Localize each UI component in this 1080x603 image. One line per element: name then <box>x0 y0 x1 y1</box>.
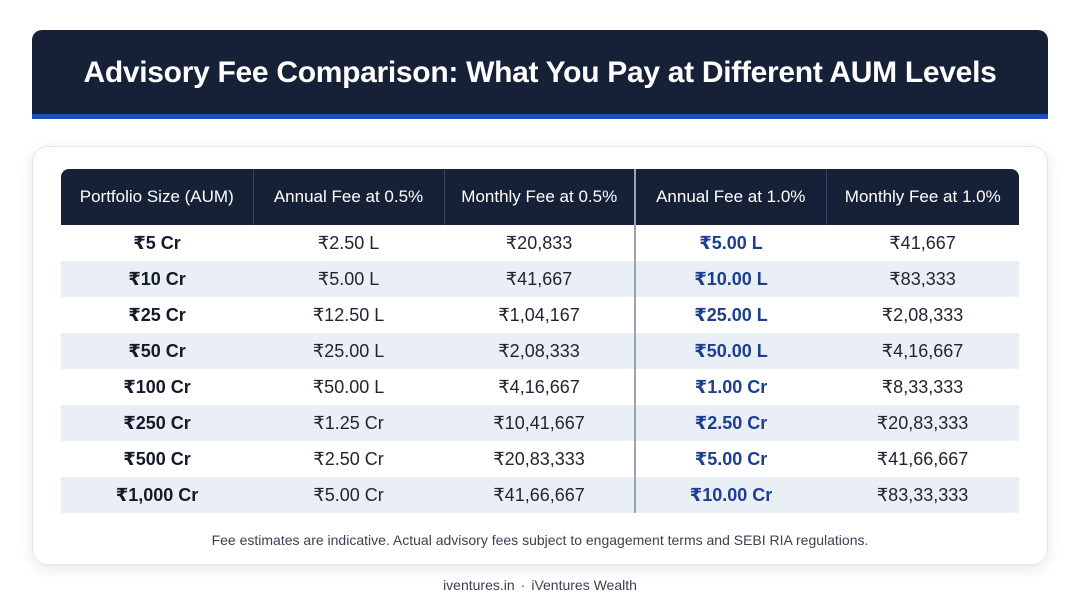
annual-fee-0-5-cell: ₹2.50 Cr <box>313 448 384 469</box>
disclaimer-note: Fee estimates are indicative. Actual adv… <box>211 532 869 548</box>
annual-fee-0-5-cell: ₹12.50 L <box>312 304 385 325</box>
column-header-aum: Portfolio Size (AUM) <box>61 169 254 225</box>
monthly-fee-1-0-cell: ₹83,333 <box>826 261 1019 297</box>
annual-fee-0-5-cell: ₹5.00 Cr <box>253 477 444 513</box>
aum-cell: ₹100 Cr <box>123 376 191 397</box>
fee-comparison-table: Portfolio Size (AUM) Annual Fee at 0.5% … <box>61 169 1019 513</box>
annual-fee-1-0-cell: ₹50.00 L <box>634 333 826 369</box>
column-header-annual-1-0: Annual Fee at 1.0% <box>634 169 827 225</box>
column-header-monthly-0-5: Monthly Fee at 0.5% <box>444 169 636 225</box>
annual-fee-1-0-cell: ₹1.00 Cr <box>634 369 826 405</box>
table-row: ₹50 Cr ₹25.00 L ₹2,08,333 ₹50.00 L ₹4,16… <box>61 333 1019 369</box>
annual-fee-0-5-cell: ₹25.00 L <box>253 333 444 369</box>
monthly-fee-0-5-cell: ₹20,833 <box>505 232 573 253</box>
column-header-annual-0-5: Annual Fee at 0.5% <box>253 169 445 225</box>
monthly-fee-0-5-cell: ₹10,41,667 <box>444 405 635 441</box>
aum-cell: ₹1,000 Cr <box>61 477 253 513</box>
monthly-fee-0-5-cell: ₹41,66,667 <box>444 477 635 513</box>
table-header-row: Portfolio Size (AUM) Annual Fee at 0.5% … <box>61 169 1019 225</box>
page-title: Advisory Fee Comparison: What You Pay at… <box>83 55 997 89</box>
monthly-fee-1-0-cell: ₹4,16,667 <box>826 333 1019 369</box>
monthly-fee-0-5-cell: ₹2,08,333 <box>444 333 635 369</box>
table-row: ₹250 Cr ₹1.25 Cr ₹10,41,667 ₹2.50 Cr ₹20… <box>61 405 1019 441</box>
table-card: Portfolio Size (AUM) Annual Fee at 0.5% … <box>32 146 1048 565</box>
footer-separator: · <box>520 577 526 593</box>
aum-cell: ₹10 Cr <box>61 261 253 297</box>
annual-fee-1-0-cell: ₹25.00 L <box>634 297 826 333</box>
monthly-fee-1-0-cell: ₹41,66,667 <box>876 448 969 469</box>
annual-fee-0-5-cell: ₹5.00 L <box>253 261 444 297</box>
aum-cell: ₹250 Cr <box>61 405 253 441</box>
table-row: ₹5 Cr ₹2.50 L ₹20,833 ₹5.00 L ₹41,667 <box>61 225 1019 261</box>
aum-cell: ₹500 Cr <box>123 448 191 469</box>
monthly-fee-1-0-cell: ₹83,33,333 <box>826 477 1019 513</box>
table-row: ₹1,000 Cr ₹5.00 Cr ₹41,66,667 ₹10.00 Cr … <box>61 477 1019 513</box>
table-row: ₹500 Cr ₹2.50 Cr ₹20,83,333 ₹5.00 Cr ₹41… <box>61 441 1019 477</box>
footer-site-link[interactable]: iventures.in <box>443 577 515 593</box>
annual-fee-1-0-cell: ₹5.00 L <box>634 225 826 261</box>
monthly-fee-1-0-cell: ₹8,33,333 <box>881 376 964 397</box>
monthly-fee-1-0-cell: ₹41,667 <box>889 232 956 253</box>
table-row: ₹25 Cr ₹12.50 L ₹1,04,167 ₹25.00 L ₹2,08… <box>61 297 1019 333</box>
title-accent-bar <box>32 114 1048 119</box>
annual-fee-0-5-cell: ₹50.00 L <box>312 376 385 397</box>
aum-cell: ₹25 Cr <box>128 304 186 325</box>
monthly-fee-0-5-cell: ₹1,04,167 <box>498 304 580 325</box>
footer-brand: iVentures Wealth <box>531 577 637 593</box>
annual-fee-1-0-cell: ₹5.00 Cr <box>634 441 826 477</box>
footer: iventures.in · iVentures Wealth <box>0 577 1080 593</box>
monthly-fee-0-5-cell: ₹4,16,667 <box>498 376 580 397</box>
aum-cell: ₹5 Cr <box>133 232 181 253</box>
monthly-fee-0-5-cell: ₹41,667 <box>444 261 635 297</box>
table-row: ₹10 Cr ₹5.00 L ₹41,667 ₹10.00 L ₹83,333 <box>61 261 1019 297</box>
annual-fee-0-5-cell: ₹1.25 Cr <box>253 405 444 441</box>
annual-fee-1-0-cell: ₹10.00 L <box>634 261 826 297</box>
column-header-monthly-1-0: Monthly Fee at 1.0% <box>826 169 1019 225</box>
aum-cell: ₹50 Cr <box>61 333 253 369</box>
table-row: ₹100 Cr ₹50.00 L ₹4,16,667 ₹1.00 Cr ₹8,3… <box>61 369 1019 405</box>
title-banner: Advisory Fee Comparison: What You Pay at… <box>32 30 1048 115</box>
annual-fee-0-5-cell: ₹2.50 L <box>317 232 380 253</box>
annual-fee-1-0-cell: ₹2.50 Cr <box>634 405 826 441</box>
annual-fee-1-0-cell: ₹10.00 Cr <box>634 477 826 513</box>
monthly-fee-0-5-cell: ₹20,83,333 <box>493 448 585 469</box>
monthly-fee-1-0-cell: ₹20,83,333 <box>826 405 1019 441</box>
monthly-fee-1-0-cell: ₹2,08,333 <box>881 304 964 325</box>
